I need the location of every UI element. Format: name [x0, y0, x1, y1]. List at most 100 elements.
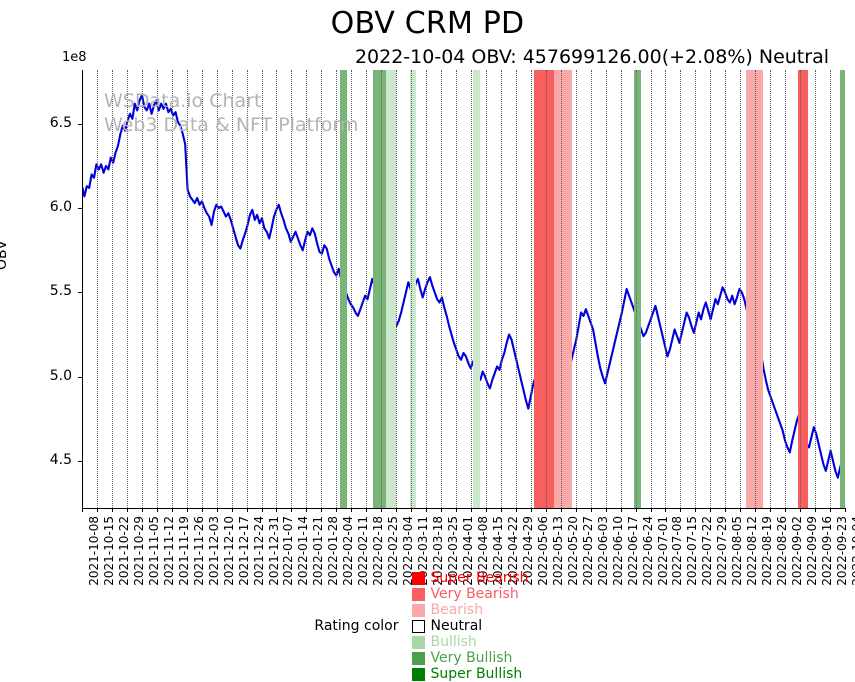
- x-tick-mark: [605, 508, 607, 512]
- gridline: [800, 70, 802, 508]
- x-tick-mark: [665, 508, 667, 512]
- rating-band: [386, 70, 397, 508]
- x-tick-label: 2021-12-10: [221, 516, 236, 586]
- x-tick-label: 2021-11-12: [161, 516, 176, 586]
- x-tick-mark: [276, 508, 278, 512]
- legend-item-label: Very Bullish: [430, 650, 513, 666]
- x-tick-mark: [635, 508, 637, 512]
- x-tick-label: 2022-09-09: [805, 516, 820, 586]
- legend-item[interactable]: Super Bullish: [412, 666, 528, 682]
- rating-band: [554, 70, 572, 508]
- x-tick-mark: [141, 508, 143, 512]
- legend-item[interactable]: Bullish: [412, 634, 528, 650]
- x-tick-label: 2022-08-05: [730, 516, 745, 586]
- gridline: [770, 70, 772, 508]
- x-axis-spine: [82, 508, 846, 509]
- x-tick-mark: [830, 508, 832, 512]
- gridline: [830, 70, 832, 508]
- gridline: [186, 70, 189, 508]
- x-tick-label: 2022-06-10: [610, 516, 625, 586]
- gridline: [785, 70, 787, 508]
- y-tick-label: 6.0: [49, 199, 72, 216]
- x-tick-label: 2021-11-05: [146, 516, 161, 586]
- x-tick-mark: [216, 508, 218, 512]
- x-tick-label: 2022-07-15: [685, 516, 700, 586]
- x-tick-label: 2021-12-17: [236, 516, 251, 586]
- legend-swatch: [412, 571, 426, 585]
- x-tick-mark: [545, 508, 547, 512]
- legend-swatch: [412, 651, 426, 665]
- x-tick-mark: [441, 508, 443, 512]
- x-tick-mark: [381, 508, 383, 512]
- gridline: [306, 70, 308, 508]
- rating-band: [840, 70, 845, 508]
- gridline: [755, 70, 757, 508]
- legend-item-label: Bearish: [430, 602, 484, 618]
- y-tick-mark: [78, 123, 82, 125]
- x-tick-label: 2022-05-13: [550, 516, 565, 586]
- legend-item-label: Very Bearish: [430, 586, 519, 602]
- gridline: [141, 70, 144, 508]
- legend-item[interactable]: Very Bearish: [412, 586, 528, 602]
- x-tick-mark: [725, 508, 727, 512]
- gridline: [291, 70, 293, 508]
- y-tick-label: 4.5: [49, 451, 72, 468]
- gridline: [366, 70, 368, 508]
- legend-swatch: [412, 667, 426, 681]
- x-tick-label: 2022-07-08: [670, 516, 685, 586]
- x-tick-mark: [336, 508, 338, 512]
- gridline: [321, 70, 323, 508]
- x-tick-mark: [650, 508, 652, 512]
- gridline: [515, 70, 518, 508]
- gridline: [456, 70, 458, 508]
- x-tick-mark: [111, 508, 113, 512]
- gridline: [725, 70, 727, 508]
- x-tick-mark: [740, 508, 742, 512]
- gridline: [560, 70, 563, 508]
- gridline: [276, 70, 278, 508]
- gridline: [111, 70, 114, 508]
- x-tick-mark: [261, 508, 263, 512]
- plot-canvas: WSData.io Chart Web3 Data & NFT Platform: [82, 70, 845, 508]
- legend-item[interactable]: Very Bullish: [412, 650, 528, 666]
- gridline: [411, 70, 413, 508]
- rating-band: [373, 70, 387, 508]
- x-tick-mark: [456, 508, 458, 512]
- gridline: [396, 70, 398, 508]
- chart-title: OBV CRM PD: [330, 6, 525, 41]
- rating-band: [533, 70, 547, 508]
- x-tick-label: 2022-08-26: [775, 516, 790, 586]
- x-tick-mark: [485, 508, 487, 512]
- legend-items: Super Bearish Very Bearish Bearish Neutral B…: [412, 570, 540, 682]
- x-tick-mark: [351, 508, 353, 512]
- x-tick-mark: [770, 508, 772, 512]
- gridline: [485, 70, 488, 508]
- gridline: [261, 70, 264, 508]
- x-tick-label: 2022-02-11: [356, 516, 371, 586]
- x-tick-mark: [231, 508, 233, 512]
- y-tick-mark: [78, 208, 82, 210]
- x-tick-label: 2022-08-19: [760, 516, 775, 586]
- legend-item-label: Super Bullish: [430, 666, 523, 682]
- legend-item[interactable]: Neutral: [412, 618, 528, 634]
- x-tick-mark: [201, 508, 203, 512]
- x-tick-label: 2022-09-02: [790, 516, 805, 586]
- legend-item[interactable]: Bearish: [412, 602, 528, 618]
- x-tick-label: 2022-01-21: [311, 516, 326, 586]
- x-tick-mark: [82, 508, 83, 512]
- gridline: [156, 70, 159, 508]
- x-tick-label: 2022-02-04: [341, 516, 356, 586]
- rating-band: [472, 70, 480, 508]
- gridline: [740, 70, 742, 508]
- x-tick-mark: [411, 508, 413, 512]
- x-tick-mark: [156, 508, 158, 512]
- rating-band: [797, 70, 809, 508]
- legend-item[interactable]: Super Bearish: [412, 570, 529, 586]
- x-tick-label: 2022-05-20: [565, 516, 580, 586]
- x-tick-label: 2021-11-26: [191, 516, 206, 586]
- gridline: [695, 70, 697, 508]
- x-tick-mark: [845, 508, 846, 512]
- gridline: [530, 70, 533, 508]
- x-tick-mark: [186, 508, 188, 512]
- obv-line-series: [82, 94, 845, 479]
